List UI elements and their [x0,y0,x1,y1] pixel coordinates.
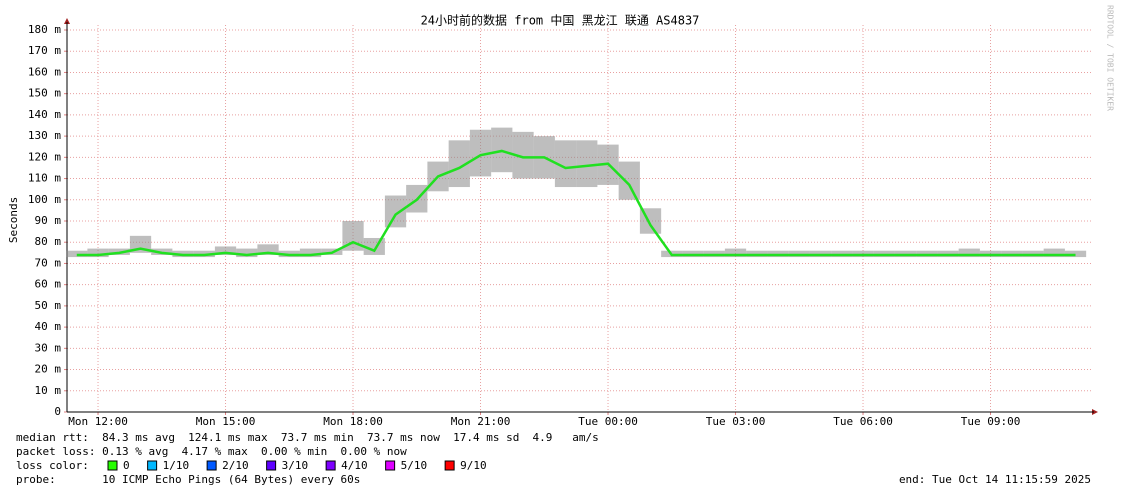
y-tick-label: 30 m [35,341,62,354]
y-tick-label: 110 m [28,172,61,185]
median-line [76,149,1076,257]
loss-legend-label: 4/10 [341,459,368,472]
y-tick-label: 160 m [28,65,61,78]
x-tick-label: Mon 12:00 [68,415,128,428]
x-arrow [1092,409,1098,415]
loss-label: loss color: [16,459,89,472]
smoke [236,248,258,258]
end-time: end: Tue Oct 14 11:15:59 2025 [899,473,1091,486]
smoke [469,129,492,177]
y-tick-label: 130 m [28,129,61,142]
stats-line: packet loss: 0.13 % avg 4.17 % max 0.00 … [16,445,407,458]
loss-swatch [107,460,118,471]
smoke [257,244,279,255]
smoke [576,140,598,188]
y-tick-label: 0 [54,405,61,418]
chart-title: 24小时前的数据 from 中国 黑龙江 联通 AS4837 [421,13,700,28]
y-tick-label: 170 m [28,44,61,57]
stats-line: median rtt: 84.3 ms avg 124.1 ms max 73.… [16,431,599,444]
smoke [299,248,322,258]
y-tick-label: 120 m [28,150,61,163]
x-tick-label: Tue 09:00 [961,415,1021,428]
smoke [958,248,980,258]
y-tick-label: 90 m [35,214,62,227]
smoke [384,195,407,228]
y-axis-title: Seconds [7,197,20,243]
smoke [1043,248,1065,258]
x-tick-label: Mon 18:00 [323,415,383,428]
y-tick-label: 150 m [28,87,61,100]
watermark: RRDTOOL / TOBI OETIKER [1106,5,1115,111]
loss-legend-label: 1/10 [163,459,190,472]
y-tick-label: 60 m [35,278,62,291]
y-tick-label: 100 m [28,193,61,206]
smoke [554,140,577,188]
x-tick-label: Tue 00:00 [578,415,638,428]
y-tick-label: 50 m [35,299,62,312]
y-arrow [64,18,70,24]
loss-legend-label: 0 [123,459,130,472]
loss-swatch [325,460,336,471]
loss-swatch [206,460,217,471]
y-tick-label: 40 m [35,320,62,333]
smoke [87,248,109,258]
smoke [214,246,237,255]
loss-legend-label: 3/10 [282,459,309,472]
x-tick-label: Mon 21:00 [451,415,511,428]
loss-legend-label: 9/10 [460,459,487,472]
x-tick-label: Tue 03:00 [706,415,766,428]
y-tick-label: 140 m [28,108,61,121]
y-tick-label: 180 m [28,23,61,36]
smoke [512,131,534,179]
y-tick-label: 80 m [35,235,62,248]
smoke [448,140,470,188]
x-tick-label: Tue 06:00 [833,415,893,428]
loss-swatch [147,460,158,471]
loss-legend-label: 2/10 [222,459,249,472]
probe: probe: 10 ICMP Echo Pings (64 Bytes) eve… [16,473,360,486]
y-tick-label: 20 m [35,363,62,376]
smoke [724,248,747,258]
smoke [618,161,640,200]
loss-legend-label: 5/10 [401,459,428,472]
y-tick-label: 10 m [35,384,62,397]
loss-swatch [444,460,455,471]
x-tick-label: Mon 15:00 [196,415,256,428]
loss-swatch [266,460,277,471]
y-tick-label: 70 m [35,256,62,269]
loss-swatch [385,460,396,471]
